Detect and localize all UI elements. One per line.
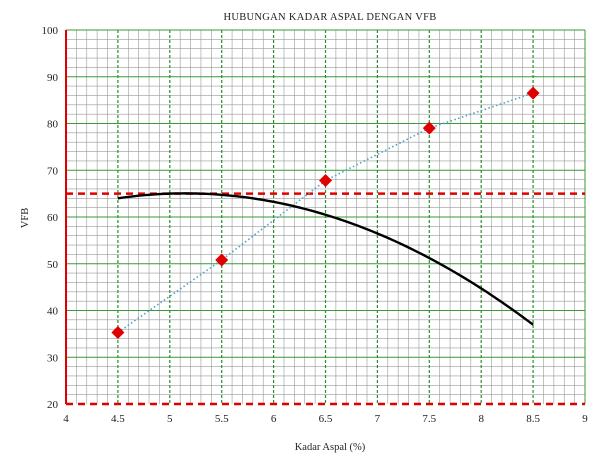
x-tick-label: 4.5 [111,413,125,425]
x-axis-label: Kadar Aspal (%) [295,442,366,453]
y-tick-label: 70 [47,165,59,177]
trend-curve [117,192,534,326]
x-tick-label: 6.5 [319,413,333,425]
y-tick-label: 90 [47,72,59,84]
y-tick-label: 60 [47,212,59,224]
grid [66,29,586,404]
x-tick-label: 5 [167,413,173,425]
x-tick-label: 8.5 [526,413,540,425]
y-axis-label: VFB [20,208,31,228]
y-tick-label: 40 [47,306,59,318]
x-tick-label: 9 [582,413,588,425]
data-point-marker [422,121,436,135]
x-tick-label: 7 [375,413,381,425]
y-tick-label: 80 [47,119,59,131]
data-point-marker [319,174,332,188]
x-tick-label: 5.5 [215,413,229,425]
y-tick-label: 100 [42,25,59,37]
chart-title: HUBUNGAN KADAR ASPAL DENGAN VFB [223,12,436,23]
y-tick-label: 50 [47,259,59,271]
data-point-marker [526,86,540,100]
data-point-marker [111,325,125,339]
y-tick-label: 20 [47,399,59,411]
data-point-marker [215,253,229,267]
x-tick-label: 8 [478,413,484,425]
data-series [111,86,540,339]
y-tick-label: 30 [47,352,59,364]
x-tick-label: 7.5 [422,413,436,425]
x-tick-label: 4 [63,413,69,425]
tick-labels: 20 30 40 50 60 70 80 90 100 4 4.5 5 5.5 6 6.5 7 7.5 8 8.5 9 [42,25,589,425]
x-tick-label: 6 [271,413,277,425]
